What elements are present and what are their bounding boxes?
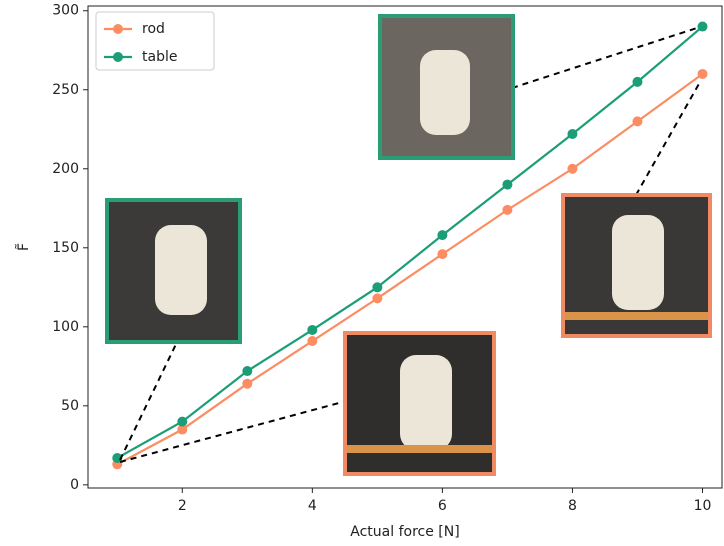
- series-line: [116, 73, 704, 466]
- y-tick-label: 200: [52, 161, 79, 177]
- inset-photo: [378, 14, 515, 160]
- x-axis-label: Actual force [N]: [350, 524, 459, 540]
- photo-object: [155, 225, 207, 315]
- data-point: [307, 324, 318, 335]
- x-tick-label: 6: [438, 498, 447, 514]
- y-axis-label: F̃: [15, 243, 32, 251]
- legend-marker: [113, 52, 123, 62]
- y-tick-label: 100: [52, 319, 79, 335]
- data-point: [242, 366, 253, 377]
- y-tick-label: 250: [52, 82, 79, 98]
- legend-label: table: [142, 49, 177, 65]
- legend-box: [95, 11, 215, 71]
- connector: [119, 399, 351, 463]
- y-tick-label: 0: [70, 477, 79, 493]
- photo-rod: [565, 312, 708, 320]
- legend-label: rod: [142, 21, 165, 37]
- data-point: [112, 452, 123, 463]
- inset-photo: [105, 198, 242, 344]
- series-line: [116, 25, 704, 459]
- data-point: [372, 282, 383, 293]
- data-point: [697, 68, 708, 79]
- y-tick-label: 150: [52, 240, 79, 256]
- x-tick-label: 2: [178, 498, 187, 514]
- data-point: [632, 76, 643, 87]
- data-point: [567, 163, 578, 174]
- data-point: [307, 336, 318, 347]
- data-point: [177, 424, 188, 435]
- y-tick-label: 50: [61, 398, 79, 414]
- series-layer: [112, 21, 708, 470]
- y-tick-label: 300: [52, 3, 79, 19]
- data-point: [567, 129, 578, 140]
- data-point: [632, 116, 643, 127]
- connector: [119, 339, 179, 461]
- photo-object: [420, 50, 470, 135]
- data-point: [242, 378, 253, 389]
- data-point: [372, 293, 383, 304]
- photo-object: [400, 355, 452, 450]
- x-tick-label: 8: [568, 498, 577, 514]
- data-point: [177, 416, 188, 427]
- inset-photo: [561, 193, 712, 338]
- data-point: [502, 179, 513, 190]
- legend-marker: [113, 24, 123, 34]
- data-point: [437, 230, 448, 241]
- connectors: [119, 26, 701, 463]
- photo-object: [612, 215, 664, 310]
- inset-photo: [343, 331, 496, 476]
- x-tick-label: 10: [694, 498, 712, 514]
- data-point: [437, 249, 448, 260]
- data-point: [502, 204, 513, 215]
- photo-rod: [347, 445, 492, 453]
- data-point: [697, 21, 708, 32]
- x-tick-label: 4: [308, 498, 317, 514]
